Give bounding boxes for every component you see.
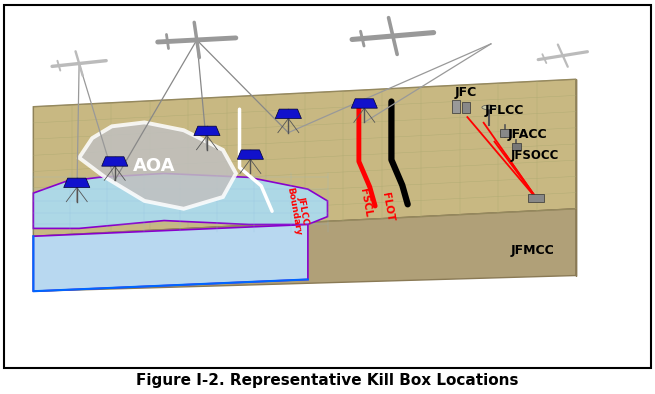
Text: JFC: JFC: [455, 86, 477, 99]
Polygon shape: [102, 157, 128, 166]
Polygon shape: [237, 150, 263, 159]
Text: JFACC: JFACC: [507, 128, 547, 141]
Bar: [500, 129, 511, 137]
Bar: [512, 143, 521, 150]
Text: JFLCC
Boundary: JFLCC Boundary: [285, 185, 312, 236]
Text: AOA: AOA: [133, 156, 176, 175]
Polygon shape: [275, 109, 301, 119]
Polygon shape: [33, 225, 308, 291]
Polygon shape: [79, 123, 236, 209]
Polygon shape: [33, 79, 576, 236]
Text: JFMCC: JFMCC: [510, 243, 554, 256]
Text: FSCL: FSCL: [358, 188, 373, 218]
Polygon shape: [33, 209, 576, 291]
Text: JFLCC: JFLCC: [484, 104, 524, 117]
Text: FLOT: FLOT: [380, 191, 395, 222]
Bar: [528, 195, 544, 202]
Polygon shape: [351, 99, 377, 108]
Polygon shape: [33, 173, 328, 229]
Text: Figure I-2. Representative Kill Box Locations: Figure I-2. Representative Kill Box Loca…: [136, 373, 519, 388]
Bar: [462, 102, 470, 113]
Bar: [452, 100, 460, 113]
Ellipse shape: [482, 105, 496, 110]
Polygon shape: [64, 178, 90, 188]
Text: JFSOCC: JFSOCC: [510, 149, 559, 162]
Polygon shape: [194, 126, 220, 136]
